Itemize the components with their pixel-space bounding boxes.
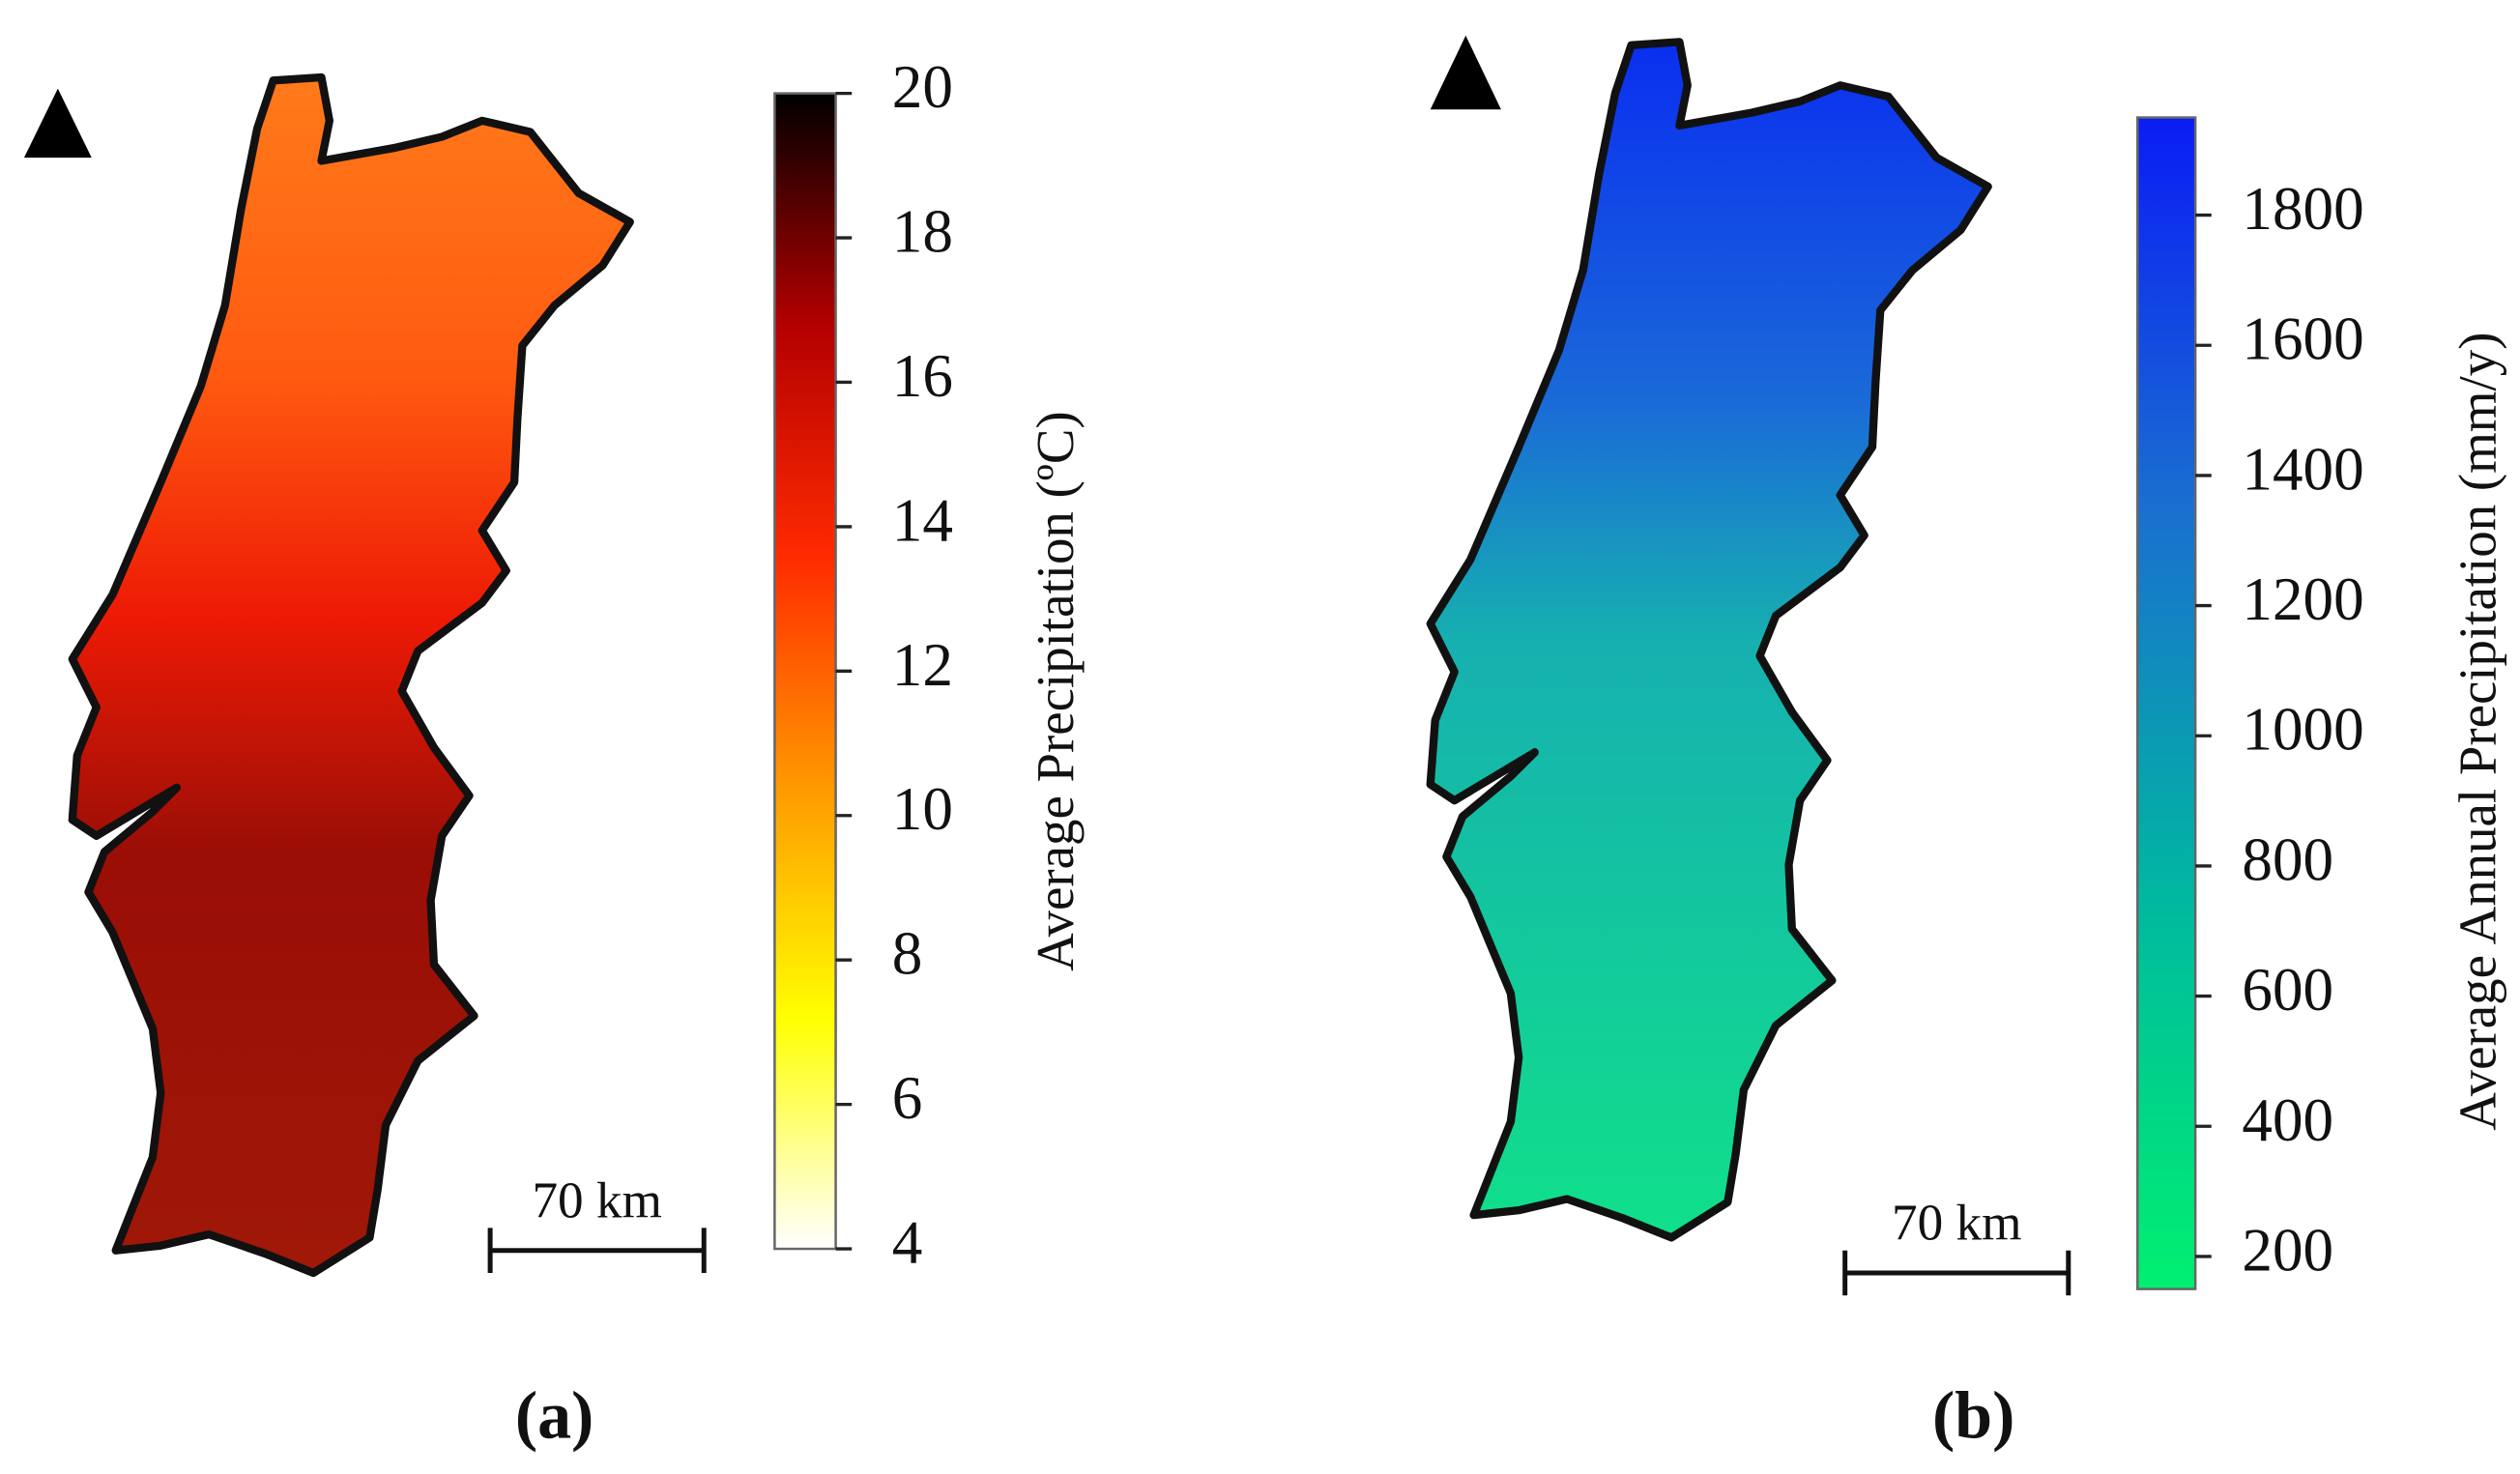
colorbar-title: Average Annual Precipitation (mm/y) — [2448, 332, 2506, 1131]
tick-label: 4 — [892, 1209, 923, 1277]
tick-label: 1200 — [2242, 565, 2363, 633]
tick-label: 10 — [892, 775, 953, 843]
tick-label: 200 — [2242, 1216, 2333, 1284]
tick-label: 20 — [892, 53, 953, 121]
tick-label: 8 — [892, 920, 923, 988]
tick-label: 18 — [892, 198, 953, 266]
tick-label: 600 — [2242, 956, 2333, 1024]
map-b — [1431, 42, 1988, 1237]
colorbar — [2136, 116, 2197, 1290]
tick-label: 12 — [892, 631, 953, 699]
tick-label: 16 — [892, 342, 953, 410]
tick-label: 1000 — [2242, 696, 2363, 764]
tick-label: 14 — [892, 486, 953, 554]
scale-bar-label: 70 km — [532, 1171, 661, 1228]
scale-bar-label: 70 km — [1892, 1195, 2021, 1252]
colorbar-title: Average Precipitation (ºC) — [1026, 411, 1085, 971]
tick-label: 800 — [2242, 825, 2333, 893]
scale-bar — [1842, 1250, 2071, 1296]
tick-label: 6 — [892, 1064, 923, 1132]
tick-label: 1600 — [2242, 305, 2363, 373]
north-arrow — [1430, 35, 1501, 110]
tick-label: 400 — [2242, 1086, 2333, 1154]
panel-label: (a) — [515, 1379, 594, 1454]
tick-label: 1800 — [2242, 175, 2363, 243]
tick-label: 1400 — [2242, 435, 2363, 503]
panel-label: (b) — [1932, 1379, 2014, 1454]
scale-bar — [487, 1228, 707, 1273]
north-arrow — [23, 88, 92, 159]
colorbar — [773, 92, 837, 1251]
map-a — [72, 77, 630, 1273]
